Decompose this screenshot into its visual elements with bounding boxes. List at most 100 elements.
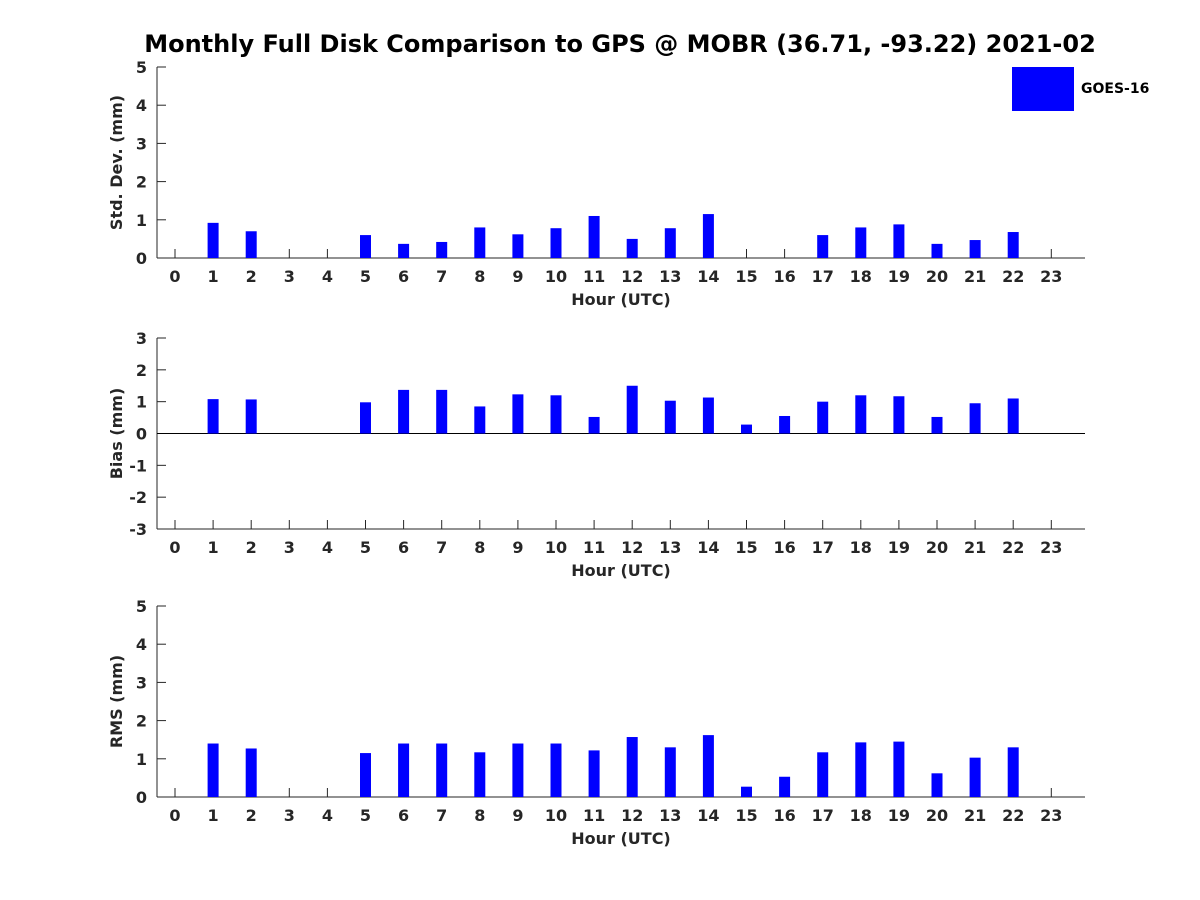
rms-x-tick-label: 20 (926, 806, 948, 825)
rms-x-tick-label: 16 (773, 806, 795, 825)
rms-x-tick-label: 21 (964, 806, 986, 825)
bias-xlabel: Hour (UTC) (571, 561, 671, 580)
bias-y-tick-label: 1 (136, 393, 147, 412)
bias-bar (741, 424, 752, 434)
rms-x-tick-label: 5 (360, 806, 371, 825)
std-dev-y-tick-label: 1 (136, 211, 147, 230)
rms-x-tick-label: 15 (735, 806, 757, 825)
bias-bar (512, 394, 524, 434)
std-dev-bar (855, 227, 867, 258)
bias-bar (474, 406, 486, 434)
std-dev-x-tick-label: 22 (1002, 267, 1024, 286)
rms-bar (245, 748, 257, 797)
bias-bar (931, 416, 943, 434)
rms-x-tick-label: 0 (169, 806, 180, 825)
bias-bar (817, 401, 829, 434)
bias-bar (550, 395, 562, 434)
rms-x-tick-label: 18 (850, 806, 872, 825)
bias-bar (626, 385, 638, 434)
bias-bar (398, 389, 410, 434)
bias-x-tick-label: 6 (398, 538, 409, 557)
rms-bar (893, 741, 905, 797)
bias-bar (360, 402, 371, 434)
bias-bar (588, 416, 600, 434)
bias-bar (245, 399, 257, 434)
std-dev-bar (588, 215, 600, 258)
bias-x-tick-label: 2 (246, 538, 257, 557)
std-dev-x-tick-label: 5 (360, 267, 371, 286)
rms-bar (436, 743, 448, 797)
std-dev-x-tick-label: 10 (545, 267, 567, 286)
rms-bar (360, 753, 371, 797)
std-dev-y-tick-label: 3 (136, 134, 147, 153)
rms-x-tick-label: 8 (474, 806, 485, 825)
rms-y-tick-label: 4 (136, 635, 147, 654)
bias-bar (436, 389, 448, 434)
bias-x-tick-label: 10 (545, 538, 567, 557)
std-dev-bar (969, 240, 981, 258)
rms-bar (474, 752, 486, 797)
rms-bar (702, 735, 714, 797)
std-dev-xlabel: Hour (UTC) (571, 290, 671, 309)
std-dev-x-tick-label: 17 (812, 267, 834, 286)
bias-x-tick-label: 20 (926, 538, 948, 557)
bias-y-tick-label: 3 (136, 329, 147, 348)
std-dev-y-tick-label: 2 (136, 173, 147, 192)
rms-x-tick-label: 12 (621, 806, 643, 825)
rms-x-tick-label: 10 (545, 806, 567, 825)
std-dev-bar (664, 228, 676, 258)
legend-label: GOES-16 (1081, 81, 1150, 97)
std-dev-bar (893, 224, 905, 258)
std-dev-bar (245, 231, 257, 258)
bias-x-tick-label: 13 (659, 538, 681, 557)
std-dev-x-tick-label: 14 (697, 267, 719, 286)
std-dev-bar (398, 243, 410, 258)
std-dev-x-tick-label: 12 (621, 267, 643, 286)
std-dev-bar (474, 227, 486, 258)
bias-x-tick-label: 9 (512, 538, 523, 557)
bias-bar (1007, 398, 1019, 434)
bias-bar (893, 396, 905, 434)
rms-bar (588, 750, 600, 797)
bias-x-tick-label: 17 (812, 538, 834, 557)
rms-bar (512, 743, 524, 797)
bias-x-tick-label: 18 (850, 538, 872, 557)
rms-y-tick-label: 2 (136, 712, 147, 731)
std-dev-bar (626, 238, 638, 258)
rms-x-tick-label: 14 (697, 806, 719, 825)
bias-x-tick-label: 14 (697, 538, 719, 557)
rms-bar (664, 747, 676, 797)
bias-bar (702, 397, 714, 434)
rms-bar (817, 752, 829, 797)
std-dev-x-tick-label: 21 (964, 267, 986, 286)
bias-x-tick-label: 3 (284, 538, 295, 557)
bias-x-tick-label: 4 (322, 538, 333, 557)
rms-x-tick-label: 3 (284, 806, 295, 825)
std-dev-x-tick-label: 3 (284, 267, 295, 286)
rms-y-tick-label: 3 (136, 673, 147, 692)
std-dev-bar (207, 222, 219, 258)
std-dev-x-tick-label: 13 (659, 267, 681, 286)
bias-x-tick-label: 23 (1040, 538, 1062, 557)
std-dev-x-tick-label: 9 (512, 267, 523, 286)
rms-bar (398, 743, 410, 797)
std-dev-bar (360, 235, 371, 258)
bias-x-tick-label: 16 (773, 538, 795, 557)
std-dev-bar (817, 235, 829, 258)
std-dev-x-tick-label: 4 (322, 267, 333, 286)
std-dev-x-tick-label: 7 (436, 267, 447, 286)
rms-y-tick-label: 0 (136, 788, 147, 807)
rms-x-tick-label: 1 (208, 806, 219, 825)
bias-x-tick-label: 7 (436, 538, 447, 557)
rms-x-tick-label: 23 (1040, 806, 1062, 825)
rms-x-tick-label: 13 (659, 806, 681, 825)
rms-y-tick-label: 1 (136, 750, 147, 769)
rms-bar (779, 776, 791, 797)
rms-bar (931, 773, 943, 797)
std-dev-x-tick-label: 23 (1040, 267, 1062, 286)
bias-bar (969, 403, 981, 434)
bias-x-tick-label: 8 (474, 538, 485, 557)
rms-bar (207, 743, 219, 797)
std-dev-x-tick-label: 16 (773, 267, 795, 286)
rms-x-tick-label: 7 (436, 806, 447, 825)
